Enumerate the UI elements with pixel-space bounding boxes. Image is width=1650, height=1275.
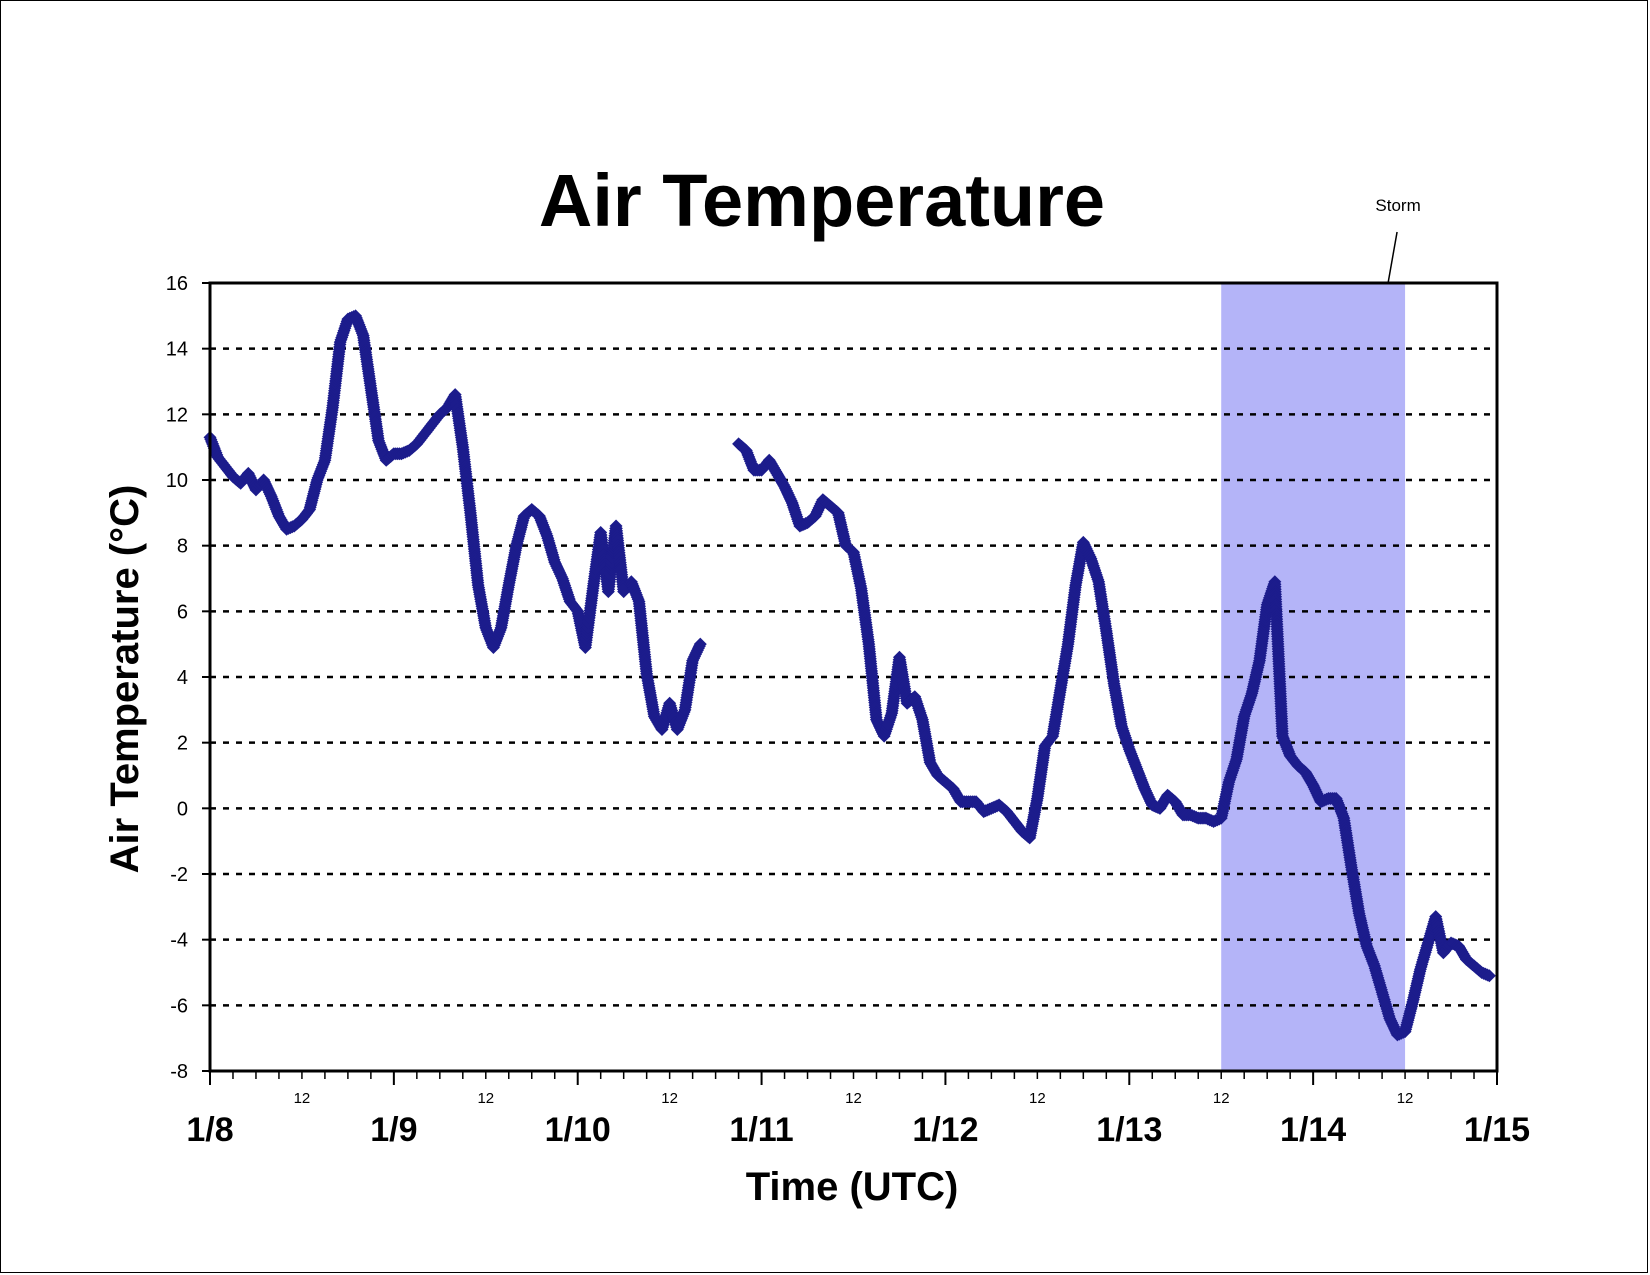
x-major-tick-label: 1/14 (1280, 1111, 1346, 1149)
y-tick-label: 10 (166, 470, 188, 492)
storm-annotation-label: Storm (1375, 196, 1420, 215)
x-noon-tick-label: 12 (1397, 1090, 1414, 1107)
x-noon-tick-label: 12 (1029, 1090, 1046, 1107)
x-major-tick-label: 1/10 (545, 1111, 611, 1149)
temperature-series (203, 309, 1496, 1042)
x-axis-title: Time (UTC) (746, 1165, 959, 1209)
storm-annotation-leader (1387, 231, 1398, 284)
x-major-tick-label: 1/13 (1096, 1111, 1162, 1149)
y-tick-label: -6 (170, 995, 188, 1017)
data-point (1482, 969, 1496, 983)
y-tick-label: 12 (166, 404, 188, 426)
x-major-tick-label: 1/8 (186, 1111, 233, 1149)
y-tick-label: -2 (170, 864, 188, 886)
y-tick-label: 4 (177, 667, 188, 689)
storm-shaded-band (1221, 283, 1406, 1071)
y-tick-label: -4 (170, 930, 188, 952)
x-axis-ticks: 1/8 12 1/9 12 1/10 12 1/11 12 1/12 12 1/13 12 1/14 12… (186, 1071, 1530, 1149)
y-tick-label: 6 (177, 601, 188, 623)
y-axis-title: Air Temperature (°C) (103, 485, 147, 874)
x-major-tick-label: 1/11 (729, 1111, 793, 1149)
x-noon-tick-label: 12 (294, 1090, 311, 1107)
x-major-tick-label: 1/12 (912, 1111, 978, 1149)
y-tick-label: 0 (177, 798, 188, 820)
y-tick-label: 2 (177, 733, 188, 755)
y-tick-label: 16 (166, 273, 188, 295)
x-noon-tick-label: 12 (477, 1090, 494, 1107)
x-noon-tick-label: 12 (845, 1090, 862, 1107)
y-axis-ticks: 16 14 12 10 8 6 4 2 0 -2 -4 -6 -8 (166, 273, 210, 1083)
x-noon-tick-label: 12 (661, 1090, 678, 1107)
chart-title: Air Temperature (539, 159, 1105, 242)
y-tick-label: -8 (170, 1061, 188, 1083)
x-noon-tick-label: 12 (1213, 1090, 1230, 1107)
x-major-tick-label: 1/15 (1464, 1111, 1530, 1149)
x-major-tick-label: 1/9 (370, 1111, 417, 1149)
data-point (693, 637, 707, 651)
y-tick-label: 8 (177, 536, 188, 558)
y-tick-label: 14 (166, 339, 188, 361)
